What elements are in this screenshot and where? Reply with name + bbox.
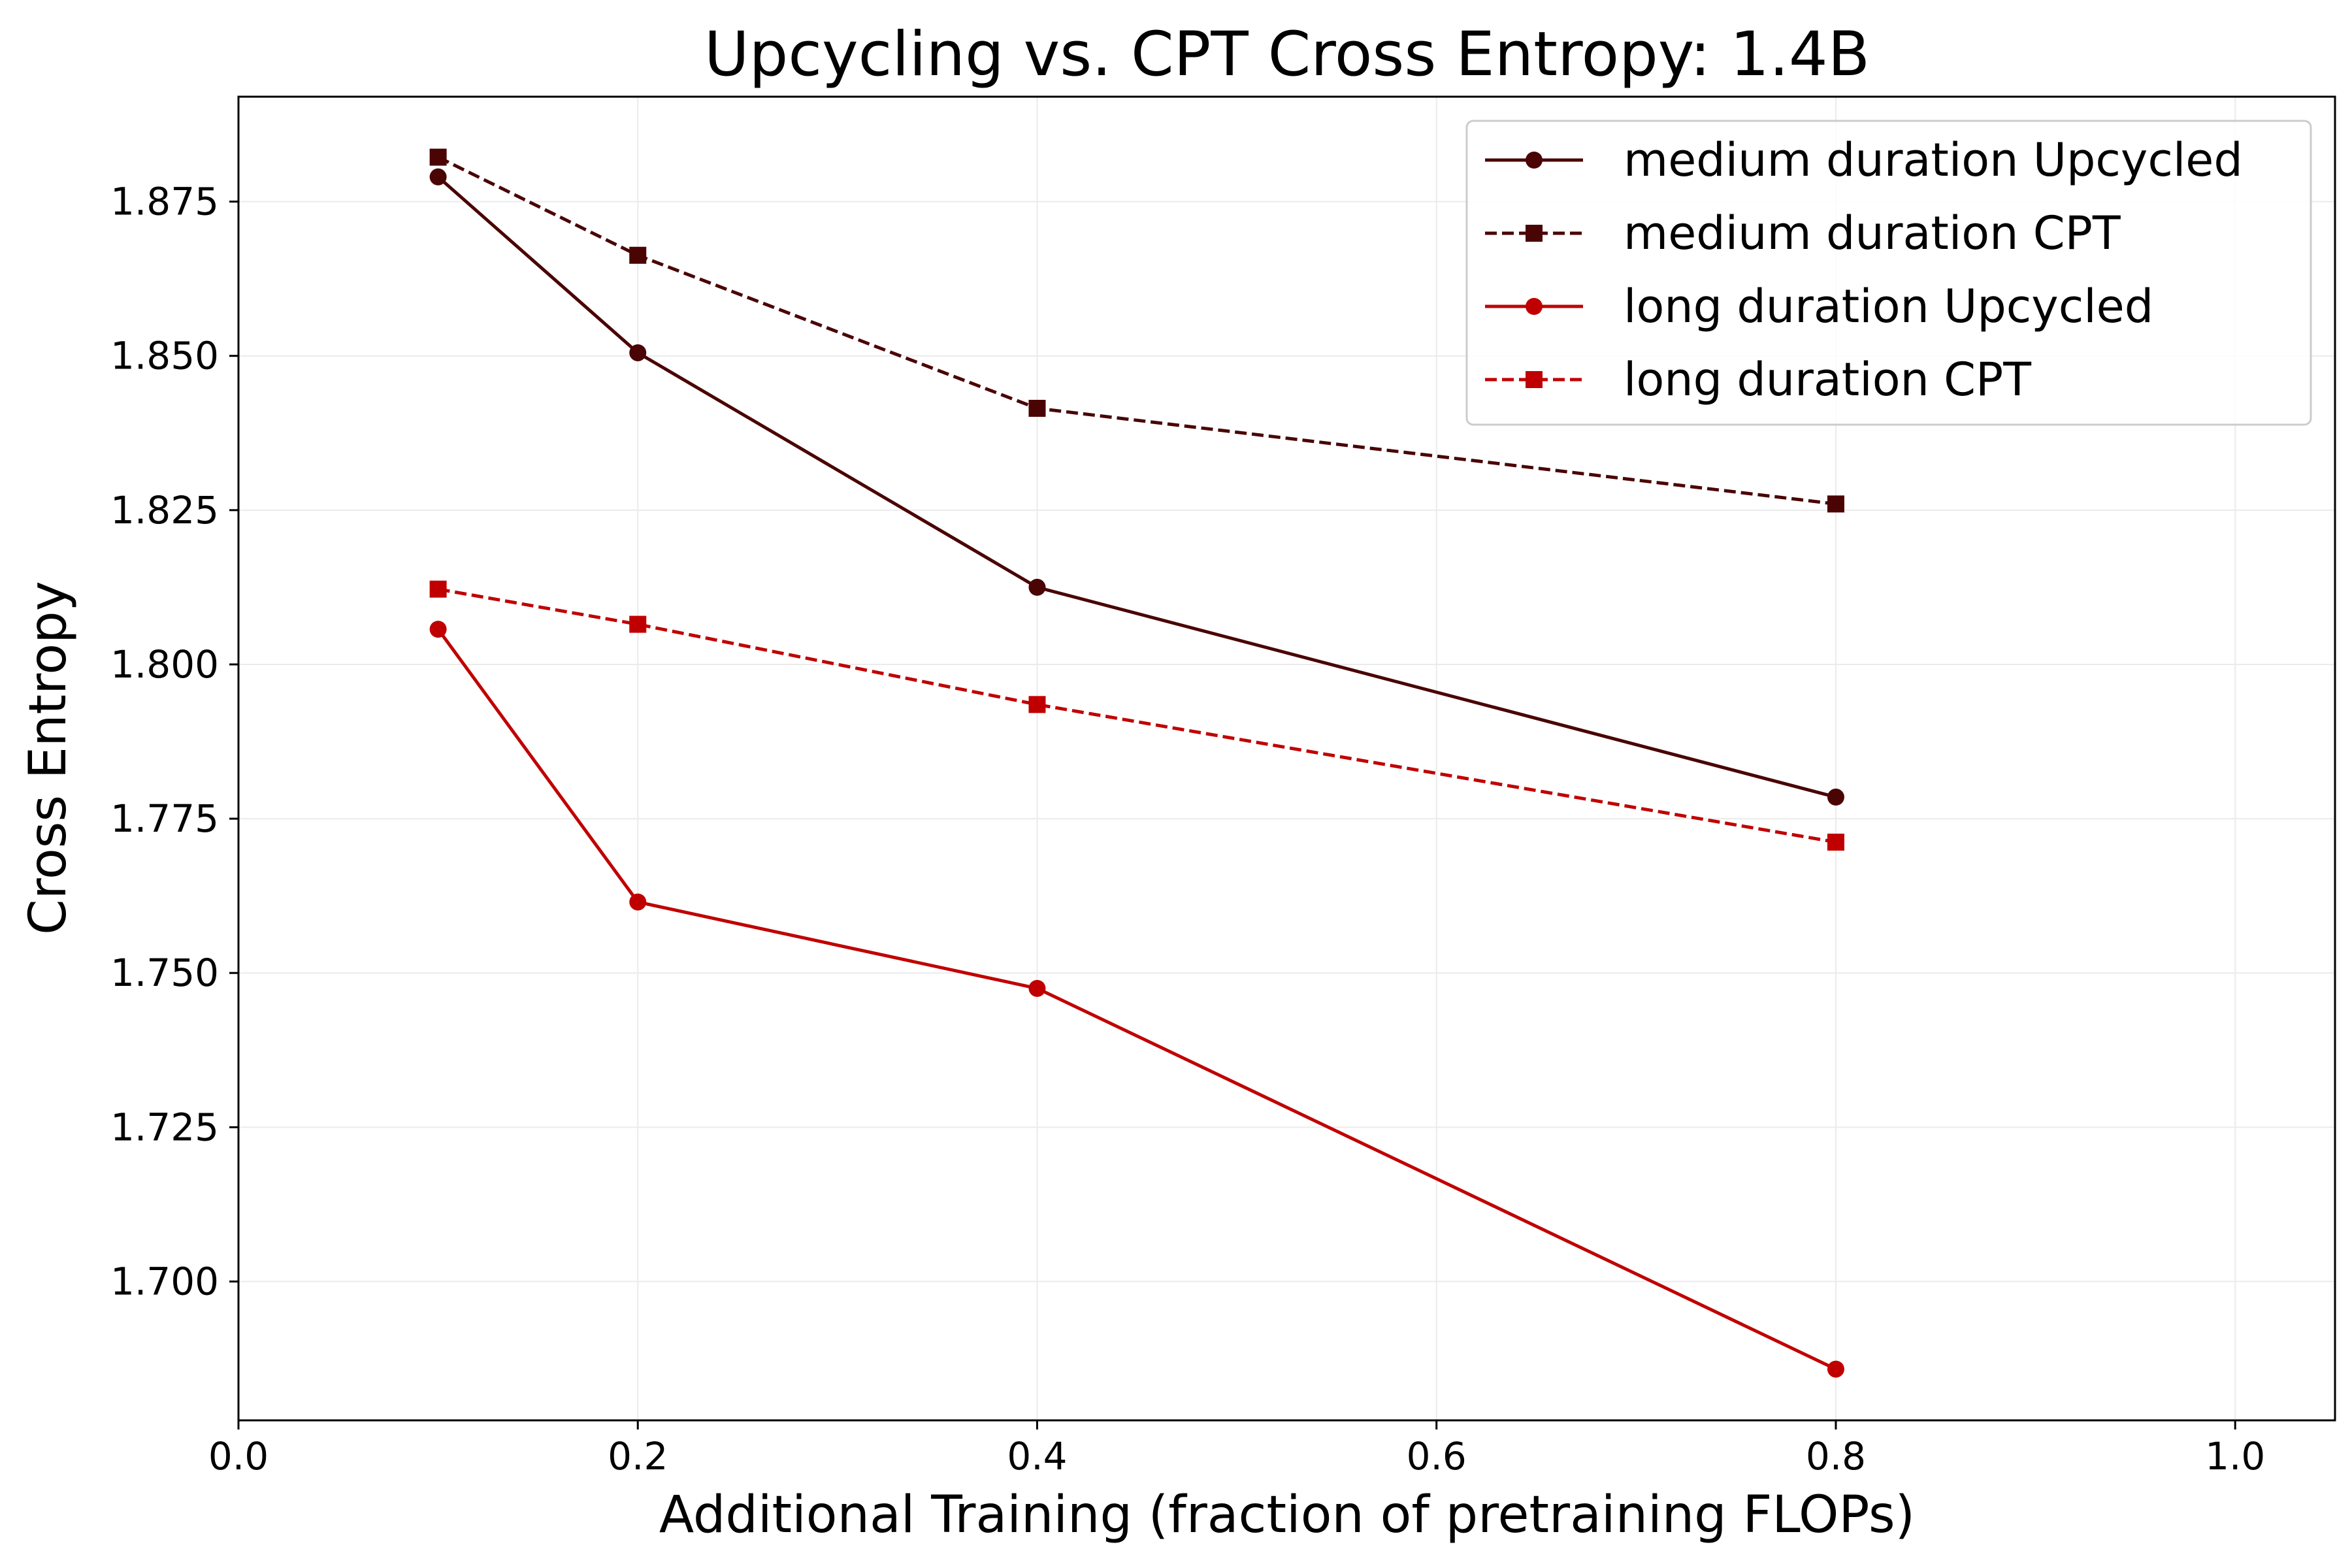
x-axis-label: Additional Training (fraction of pretrai…: [659, 1486, 1915, 1544]
y-tick-label: 1.850: [110, 334, 219, 378]
legend-marker: [1526, 152, 1543, 169]
y-axis-label: Cross Entropy: [19, 581, 78, 935]
series-1: [429, 168, 1844, 806]
y-tick-label: 1.700: [110, 1259, 219, 1303]
data-point: [629, 893, 647, 911]
x-tick-label: 0.6: [1407, 1434, 1467, 1478]
series-line: [438, 587, 1837, 844]
y-tick-label: 1.800: [110, 642, 219, 687]
legend-frame: [1465, 120, 2312, 426]
legend-marker: [1526, 225, 1543, 242]
data-point: [629, 344, 647, 361]
series-4: [429, 580, 1844, 851]
legend-item: long duration Upcycled: [1485, 280, 2153, 333]
data-point: [629, 246, 647, 264]
x-tick-label: 1.0: [2205, 1434, 2265, 1478]
data-point: [1028, 696, 1046, 713]
data-point: [429, 580, 447, 598]
series-line: [436, 175, 1837, 799]
x-tick-label: 0.0: [208, 1434, 269, 1478]
y-tick-label: 1.775: [110, 796, 219, 841]
y-tick-label: 1.825: [110, 488, 219, 532]
legend-label: long duration Upcycled: [1624, 280, 2153, 333]
legend-item: medium duration CPT: [1485, 206, 2121, 260]
data-point: [1827, 1360, 1844, 1378]
series-line: [437, 155, 1837, 506]
data-point: [429, 148, 447, 166]
data-point: [1827, 495, 1844, 513]
legend-item: medium duration Upcycled: [1485, 133, 2243, 187]
data-point: [1827, 789, 1844, 806]
series-2: [429, 148, 1844, 513]
data-point: [429, 168, 447, 186]
data-point: [429, 621, 447, 638]
y-tick-label: 1.750: [110, 951, 219, 995]
x-tick-label: 0.4: [1007, 1434, 1067, 1478]
y-axis: 1.700 1.725 1.750 1.775 1.800 1.825 1.850 1.875: [110, 180, 238, 1303]
legend: medium duration Upcycled medium duration …: [1465, 120, 2312, 426]
x-axis: 0.0 0.2 0.4 0.6 0.8 1.0: [208, 1420, 2265, 1478]
y-tick-label: 1.725: [110, 1105, 219, 1149]
x-tick-label: 0.8: [1806, 1434, 1866, 1478]
legend-item: long duration CPT: [1485, 353, 2031, 406]
legend-marker: [1526, 298, 1543, 315]
legend-label: long duration CPT: [1624, 353, 2031, 406]
legend-label: medium duration Upcycled: [1624, 133, 2243, 187]
series-3: [429, 621, 1844, 1378]
series-layer: [429, 148, 1844, 1378]
legend-label: medium duration CPT: [1624, 206, 2121, 260]
y-tick-label: 1.875: [110, 180, 219, 224]
data-point: [1028, 979, 1046, 997]
plot-frame: [237, 95, 2336, 1422]
data-point: [1028, 399, 1046, 417]
data-point: [629, 615, 647, 633]
data-point: [1028, 578, 1046, 596]
x-tick-label: 0.2: [608, 1434, 668, 1478]
legend-marker: [1526, 371, 1543, 388]
series-line: [436, 628, 1837, 1371]
data-point: [1827, 833, 1844, 851]
chart-title: Upcycling vs. CPT Cross Entropy: 1.4B: [704, 19, 1870, 90]
